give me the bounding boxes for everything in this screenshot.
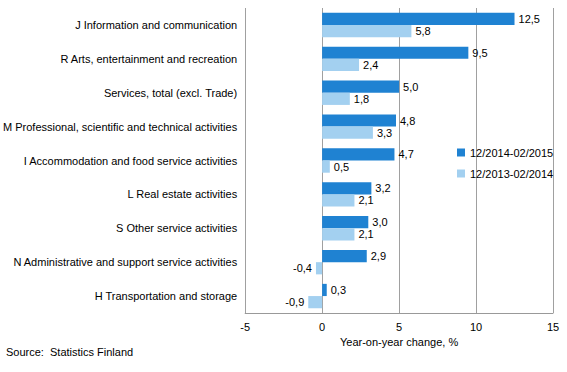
svg-text:0,3: 0,3 xyxy=(331,284,346,296)
svg-text:3,2: 3,2 xyxy=(375,182,390,194)
svg-text:1,8: 1,8 xyxy=(354,93,369,105)
svg-text:N Administrative and support s: N Administrative and support service act… xyxy=(13,256,237,268)
svg-text:L Real estate activities: L Real estate activities xyxy=(128,188,238,200)
svg-text:I Accommodation and food servi: I Accommodation and food service activit… xyxy=(24,155,238,167)
svg-text:Source: Statistics Finland: Source: Statistics Finland xyxy=(6,346,133,358)
svg-text:2,1: 2,1 xyxy=(358,228,373,240)
svg-text:2,4: 2,4 xyxy=(363,59,378,71)
svg-text:H Transportation and storage: H Transportation and storage xyxy=(95,290,237,302)
svg-text:12/2013-02/2014: 12/2013-02/2014 xyxy=(470,168,553,180)
svg-text:0: 0 xyxy=(319,321,325,333)
svg-text:4,7: 4,7 xyxy=(398,148,413,160)
svg-text:S Other service activities: S Other service activities xyxy=(116,222,238,234)
svg-text:4,8: 4,8 xyxy=(400,115,415,127)
svg-text:-0,9: -0,9 xyxy=(285,296,304,308)
svg-text:2,9: 2,9 xyxy=(371,250,386,262)
svg-text:10: 10 xyxy=(470,321,482,333)
svg-text:5,8: 5,8 xyxy=(415,25,430,37)
svg-text:5,0: 5,0 xyxy=(403,81,418,93)
svg-text:2,1: 2,1 xyxy=(358,194,373,206)
svg-text:12/2014-02/2015: 12/2014-02/2015 xyxy=(470,147,553,159)
svg-text:15: 15 xyxy=(547,321,559,333)
svg-text:-0,4: -0,4 xyxy=(293,262,312,274)
svg-text:Year-on-year change, %: Year-on-year change, % xyxy=(340,336,458,348)
svg-text:R Arts, entertainment and recr: R Arts, entertainment and recreation xyxy=(60,53,237,65)
svg-text:-5: -5 xyxy=(240,321,250,333)
svg-text:9,5: 9,5 xyxy=(472,47,487,59)
svg-text:3,0: 3,0 xyxy=(372,216,387,228)
svg-text:J Information and communicatio: J Information and communication xyxy=(75,19,237,31)
svg-text:3,3: 3,3 xyxy=(377,127,392,139)
svg-text:0,5: 0,5 xyxy=(334,161,349,173)
svg-text:Services, total (excl. Trade): Services, total (excl. Trade) xyxy=(104,87,237,99)
svg-text:M Professional, scientific and: M Professional, scientific and technical… xyxy=(3,121,238,133)
svg-text:5: 5 xyxy=(396,321,402,333)
svg-text:12,5: 12,5 xyxy=(519,13,540,25)
